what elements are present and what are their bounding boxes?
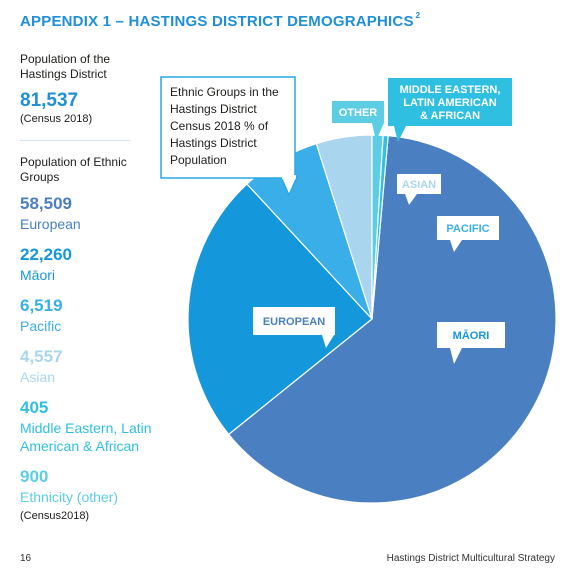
chart-title: Ethnic Groups in the bbox=[170, 85, 279, 99]
ethnic-groups-label: Population of Ethnic Groups bbox=[20, 155, 127, 184]
stat-name: Asian bbox=[20, 369, 56, 385]
chart-title: Population bbox=[170, 153, 227, 167]
stat-middle-eastern: 405 Middle Eastern, Latin American & Afr… bbox=[20, 398, 200, 455]
stat-pacific: 6,519 Pacific bbox=[20, 296, 132, 335]
chart-title: Census 2018 % of bbox=[170, 119, 269, 133]
label-middle-eastern: & AFRICAN bbox=[420, 110, 480, 122]
divider bbox=[20, 140, 131, 141]
label-other: OTHER bbox=[339, 107, 378, 119]
label-maori-box bbox=[437, 322, 505, 348]
stat-other: 900 Ethnicity (other) bbox=[20, 467, 132, 506]
population-source: (Census 2018) bbox=[20, 113, 93, 125]
chart-title-box bbox=[160, 76, 296, 179]
label-asian: ASIAN bbox=[402, 179, 436, 191]
label-maori: MĀORI bbox=[453, 330, 490, 342]
label-other-box bbox=[332, 101, 384, 123]
page-number: 16 bbox=[20, 553, 32, 564]
stat-value: 6,519 bbox=[20, 296, 63, 315]
stat-asian: 4,557 Asian bbox=[20, 347, 132, 386]
label-middle-eastern: LATIN AMERICAN bbox=[403, 97, 497, 109]
label-european-pointer bbox=[322, 335, 334, 348]
stats-panel: Population of the Hastings District 81,5… bbox=[20, 52, 152, 522]
chart-title: Hastings District bbox=[170, 136, 257, 150]
label-asian-box bbox=[397, 174, 441, 194]
label-middle-eastern-pointer bbox=[394, 126, 406, 142]
label-pacific-pointer bbox=[450, 240, 462, 252]
stat-maori: 22,260 Māori bbox=[20, 245, 132, 284]
stats-source: (Census2018) bbox=[20, 510, 90, 522]
label-asian-pointer bbox=[405, 194, 417, 205]
label-middle-eastern: MIDDLE EASTERN, bbox=[400, 84, 501, 96]
stat-value: 405 bbox=[20, 398, 49, 417]
label-pacific-box bbox=[437, 216, 499, 240]
stat-name: European bbox=[20, 216, 81, 232]
stat-value: 4,557 bbox=[20, 347, 63, 366]
stat-name: Māori bbox=[20, 267, 56, 283]
page-title: APPENDIX 1 – HASTINGS DISTRICT DEMOGRAPH… bbox=[20, 11, 421, 30]
footnote-marker: 2 bbox=[415, 11, 421, 20]
label-pacific: PACIFIC bbox=[446, 223, 489, 235]
label-maori-pointer bbox=[450, 348, 462, 364]
stat-name: Pacific bbox=[20, 318, 62, 334]
label-european-box bbox=[253, 307, 335, 335]
population-value: 81,537 bbox=[20, 90, 79, 111]
population-label: Population of the Hastings District bbox=[20, 52, 111, 81]
label-european: EUROPEAN bbox=[263, 316, 325, 328]
pie-slice-middle-eastern bbox=[371, 134, 389, 320]
chart-title-pointer-mask bbox=[282, 175, 296, 179]
label-middle-eastern-box bbox=[388, 78, 512, 126]
stat-european: 58,509 European bbox=[20, 194, 132, 233]
document-name: Hastings District Multicultural Strategy bbox=[386, 553, 555, 564]
stat-name: Ethnicity (other) bbox=[20, 489, 119, 505]
stat-value: 22,260 bbox=[20, 245, 72, 264]
chart-title: Hastings District bbox=[170, 102, 257, 116]
stat-value: 900 bbox=[20, 467, 49, 486]
stat-value: 58,509 bbox=[20, 194, 72, 213]
stat-name: Middle Eastern, Latin American & African bbox=[20, 420, 152, 454]
label-other-pointer bbox=[372, 123, 384, 141]
